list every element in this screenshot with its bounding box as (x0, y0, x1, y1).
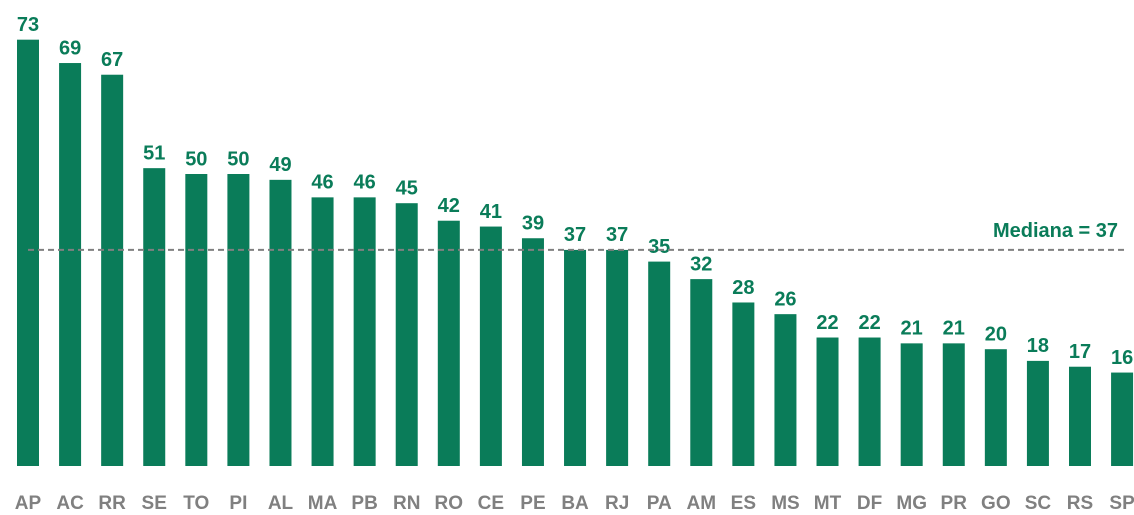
x-tick-label: RO (435, 493, 464, 514)
value-label: 17 (1069, 341, 1091, 363)
bar (1111, 372, 1134, 466)
value-label: 37 (564, 224, 586, 246)
value-label: 50 (185, 148, 207, 170)
x-tick-label: TO (183, 493, 209, 514)
x-tick-label: RJ (605, 493, 629, 514)
x-tick-label: PB (351, 493, 377, 514)
bar (269, 179, 292, 466)
x-tick-label: MA (308, 493, 338, 514)
median-annotation: Mediana = 37 (993, 220, 1118, 242)
x-tick-label: GO (981, 493, 1011, 514)
bar (353, 197, 376, 467)
bar (732, 302, 755, 466)
x-tick-label: PI (229, 493, 247, 514)
x-tick-label: AL (268, 493, 294, 514)
x-tick-label: AC (56, 493, 84, 514)
value-label: 37 (606, 224, 628, 246)
value-label: 26 (774, 288, 796, 310)
value-label: 50 (227, 148, 249, 170)
value-label: 49 (269, 154, 291, 176)
bar (101, 74, 124, 466)
x-tick-label: CE (478, 493, 504, 514)
x-tick-label: SC (1025, 493, 1052, 514)
value-label: 28 (732, 277, 754, 299)
bar (606, 249, 629, 466)
x-tick-label: RR (98, 493, 126, 514)
bar (816, 337, 839, 466)
value-label: 22 (816, 312, 838, 334)
x-tick-label: PE (520, 493, 545, 514)
bar (858, 337, 881, 466)
bar (395, 203, 418, 466)
value-label: 32 (690, 253, 712, 275)
x-tick-label: PR (941, 493, 968, 514)
bar (564, 249, 587, 466)
value-label: 69 (59, 37, 81, 59)
x-tick-label: RN (393, 493, 420, 514)
value-label: 16 (1111, 347, 1133, 369)
value-label: 21 (943, 318, 965, 340)
value-label: 21 (901, 318, 923, 340)
x-tick-label: SP (1109, 493, 1134, 514)
bar (59, 63, 82, 466)
value-label: 51 (143, 142, 165, 164)
value-label: 46 (354, 172, 376, 194)
bar (185, 174, 208, 466)
x-tick-label: MG (896, 493, 927, 514)
bar (984, 349, 1007, 466)
x-tick-label: MT (814, 493, 842, 514)
bar (1026, 360, 1049, 466)
bar (479, 226, 502, 466)
bar (227, 174, 250, 466)
x-tick-label: AM (686, 493, 716, 514)
bar (521, 238, 544, 466)
value-label: 18 (1027, 335, 1049, 357)
x-tick-label: RS (1067, 493, 1093, 514)
bar (774, 314, 797, 466)
bar (17, 39, 39, 467)
x-tick-label: AP (15, 493, 42, 514)
bar (437, 220, 460, 466)
x-tick-label: MS (771, 493, 800, 514)
value-label: 35 (648, 236, 670, 258)
value-label: 22 (858, 312, 880, 334)
value-label: 41 (480, 201, 502, 223)
x-tick-label: DF (857, 493, 882, 514)
value-label: 42 (438, 195, 460, 217)
value-label: 67 (101, 49, 123, 71)
value-label: 20 (985, 323, 1007, 345)
value-label: 73 (17, 14, 39, 36)
value-label: 45 (396, 177, 418, 199)
bar (900, 343, 923, 466)
bar (1069, 366, 1091, 466)
value-label: 39 (522, 213, 544, 235)
bar (942, 343, 965, 466)
bar (311, 197, 334, 467)
x-tick-label: SE (142, 493, 167, 514)
x-tick-label: BA (561, 493, 589, 514)
value-label: 46 (311, 172, 333, 194)
bar (143, 168, 166, 466)
x-tick-label: ES (731, 493, 756, 514)
x-tick-label: PA (647, 493, 672, 514)
bar (690, 279, 713, 466)
bar (648, 261, 671, 466)
